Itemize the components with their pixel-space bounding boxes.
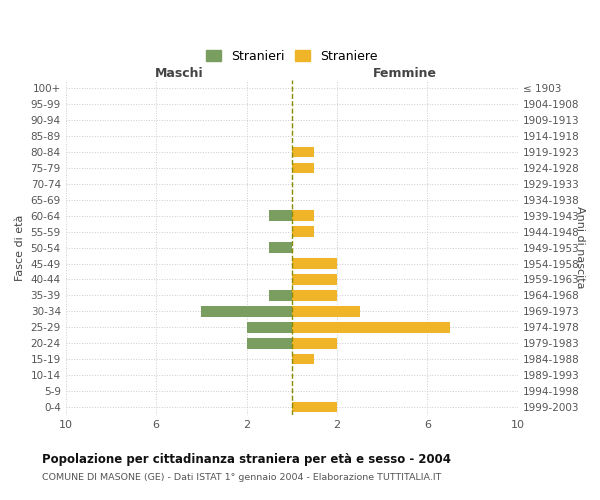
Bar [202,306,292,316]
Bar [292,274,337,284]
Bar [292,210,314,221]
Bar [269,242,292,252]
Bar [269,210,292,221]
Bar [292,354,314,364]
Text: Popolazione per cittadinanza straniera per età e sesso - 2004: Popolazione per cittadinanza straniera p… [42,452,451,466]
Bar [292,290,337,300]
Bar [292,322,450,332]
Bar [292,146,314,157]
Y-axis label: Fasce di età: Fasce di età [15,214,25,280]
Bar [269,290,292,300]
Bar [292,402,337,412]
Bar [292,258,337,268]
Bar [292,306,359,316]
Y-axis label: Anni di nascita: Anni di nascita [575,206,585,289]
Bar [292,226,314,237]
Text: COMUNE DI MASONE (GE) - Dati ISTAT 1° gennaio 2004 - Elaborazione TUTTITALIA.IT: COMUNE DI MASONE (GE) - Dati ISTAT 1° ge… [42,472,442,482]
Bar [247,322,292,332]
Bar [292,338,337,348]
Text: Maschi: Maschi [154,67,203,80]
Bar [247,338,292,348]
Legend: Stranieri, Straniere: Stranieri, Straniere [202,46,381,66]
Bar [292,162,314,173]
Text: Femmine: Femmine [373,67,437,80]
